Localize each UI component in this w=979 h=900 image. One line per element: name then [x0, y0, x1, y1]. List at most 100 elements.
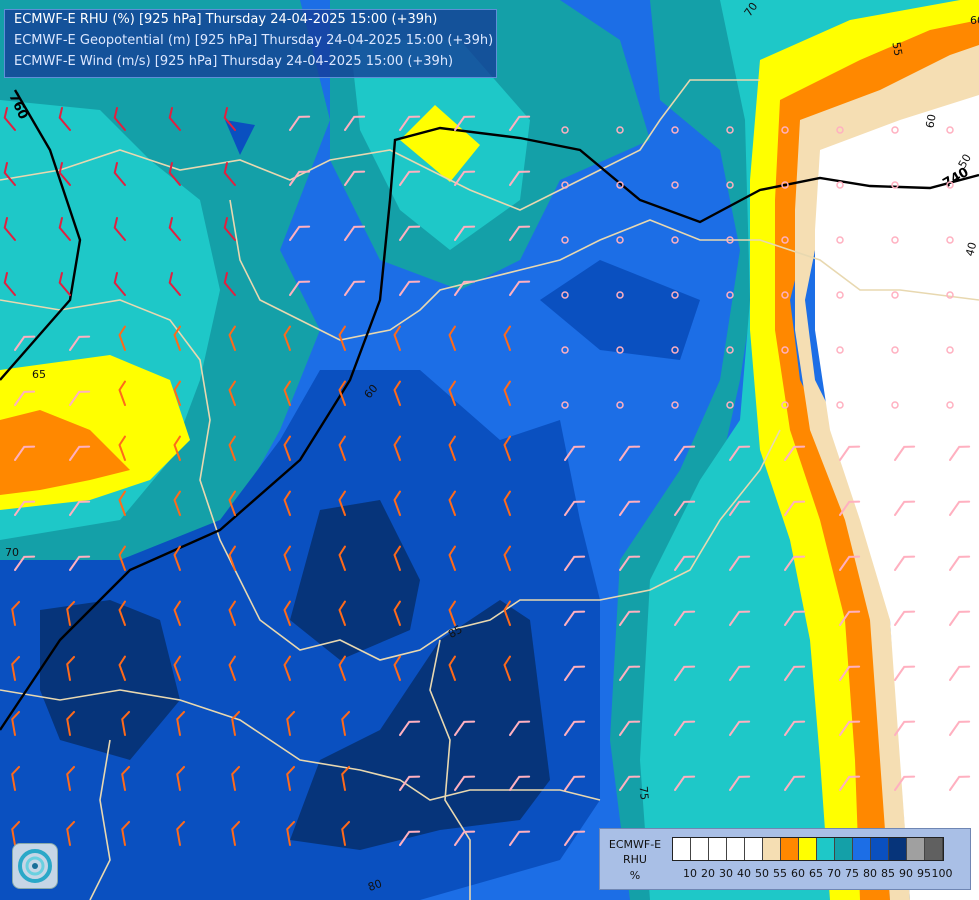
- wind-calm-icon: [946, 291, 954, 299]
- wind-barb-icon: [344, 115, 366, 131]
- wind-calm-icon: [891, 291, 899, 299]
- wind-barb-icon: [894, 775, 916, 791]
- rhu-label: 85: [446, 623, 465, 641]
- wind-barb-icon: [674, 665, 696, 681]
- legend-swatch: [907, 838, 925, 860]
- wind-barb-icon: [118, 380, 126, 406]
- wind-calm-icon: [561, 181, 569, 189]
- wind-barb-icon: [729, 610, 751, 626]
- wind-barb-icon: [784, 665, 806, 681]
- wind-barb-icon: [118, 600, 126, 626]
- wind-barb-icon: [176, 765, 186, 791]
- wind-barb-icon: [729, 555, 751, 571]
- wind-barb-icon: [448, 545, 456, 571]
- wind-barb-icon: [894, 555, 916, 571]
- wind-barb-icon: [173, 435, 181, 461]
- wind-barb-icon: [228, 490, 236, 516]
- wind-barb-icon: [564, 665, 586, 681]
- wind-barb-icon: [289, 170, 311, 186]
- wind-calm-icon: [671, 126, 679, 134]
- geopotential-isolines: [0, 89, 979, 731]
- wind-calm-icon: [836, 401, 844, 409]
- wind-barb-icon: [3, 217, 16, 241]
- wind-barb-icon: [231, 710, 241, 736]
- wind-calm-icon: [836, 291, 844, 299]
- wind-calm-icon: [726, 181, 734, 189]
- wind-barb-icon: [619, 720, 641, 736]
- wind-barb-icon: [121, 820, 131, 846]
- wind-barb-icon: [399, 720, 421, 736]
- wind-barb-icon: [338, 655, 346, 681]
- wind-barb-icon: [11, 600, 21, 626]
- wind-barb-icon: [338, 600, 346, 626]
- legend-swatch: [691, 838, 709, 860]
- wind-barb-icon: [393, 600, 401, 626]
- wind-calm-icon: [561, 126, 569, 134]
- legend-swatch: [763, 838, 781, 860]
- rhu-label: 60: [923, 113, 938, 129]
- wind-barb-icon: [674, 720, 696, 736]
- wind-calm-icon: [946, 181, 954, 189]
- wind-barb-icon: [283, 600, 291, 626]
- wind-barb-icon: [619, 775, 641, 791]
- wind-barb-icon: [448, 490, 456, 516]
- wind-barb-icon: [168, 107, 181, 131]
- wind-barb-icon: [949, 610, 971, 626]
- wind-barb-icon: [11, 710, 21, 736]
- wind-barb-icon: [283, 655, 291, 681]
- wind-barb-icon: [784, 500, 806, 516]
- wind-barb-icon: [564, 610, 586, 626]
- wind-barb-icon: [231, 765, 241, 791]
- wind-barb-icon: [784, 720, 806, 736]
- legend-tick-label: 40: [737, 867, 751, 880]
- wind-barb-icon: [58, 107, 71, 131]
- wind-barb-icon: [393, 545, 401, 571]
- wind-barb-icon: [674, 555, 696, 571]
- wind-barb-icon: [619, 445, 641, 461]
- rhu-contour-labels: 65 70 60 55 60 50 40 70 75 80 85 60: [5, 0, 979, 894]
- rhu-label: 75: [637, 786, 651, 801]
- wind-barb-icon: [894, 665, 916, 681]
- wind-barb-icon: [14, 445, 36, 461]
- wind-calm-icon: [671, 236, 679, 244]
- wind-barb-icon: [564, 830, 586, 846]
- wind-barb-icon: [168, 217, 181, 241]
- legend-tick-label: 55: [773, 867, 787, 880]
- wind-barb-icon: [283, 435, 291, 461]
- wind-barb-icon: [173, 380, 181, 406]
- wind-calm-icon: [891, 126, 899, 134]
- wind-barb-icon: [66, 710, 76, 736]
- wind-barbs: [3, 107, 971, 846]
- wind-barb-icon: [168, 162, 181, 186]
- wind-barb-icon: [503, 325, 511, 351]
- rhu-label: 50: [956, 152, 974, 171]
- wind-barb-icon: [14, 500, 36, 516]
- wind-barb-icon: [11, 655, 21, 681]
- wind-barb-icon: [11, 820, 21, 846]
- legend-swatch: [799, 838, 817, 860]
- wind-calm-icon: [781, 346, 789, 354]
- wind-barb-icon: [66, 600, 76, 626]
- wind-barb-icon: [341, 820, 351, 846]
- legend-swatch: [835, 838, 853, 860]
- wind-barb-icon: [509, 720, 531, 736]
- wind-barb-icon: [14, 555, 36, 571]
- wind-barb-icon: [338, 490, 346, 516]
- wind-barb-icon: [173, 325, 181, 351]
- wind-barb-icon: [393, 655, 401, 681]
- wind-barb-icon: [729, 500, 751, 516]
- wind-barb-icon: [14, 335, 36, 351]
- wind-calm-icon: [781, 401, 789, 409]
- wind-barb-icon: [619, 555, 641, 571]
- wind-barb-icon: [283, 325, 291, 351]
- wind-barb-icon: [289, 225, 311, 241]
- wind-barb-icon: [839, 610, 861, 626]
- wind-barb-icon: [454, 280, 476, 296]
- wind-barb-icon: [344, 280, 366, 296]
- wind-barb-icon: [399, 775, 421, 791]
- wind-calm-icon: [616, 401, 624, 409]
- wind-barb-icon: [69, 500, 91, 516]
- wind-barb-icon: [228, 655, 236, 681]
- legend-swatch: [853, 838, 871, 860]
- title-rhu: ECMWF-E RHU (%) [925 hPa] Thursday 24-04…: [14, 12, 438, 27]
